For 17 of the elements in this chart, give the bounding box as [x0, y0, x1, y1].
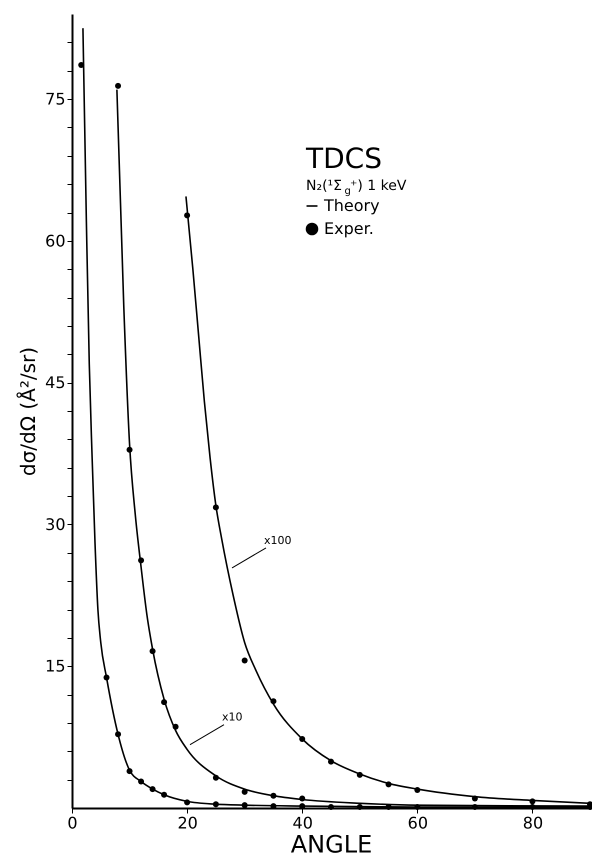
legend-label: Theory: [323, 196, 380, 215]
x-tick-label: 0: [67, 814, 78, 832]
y-tick-label: 15: [45, 656, 66, 676]
x-tick-label: 60: [408, 814, 428, 832]
text: TDCS: [305, 142, 382, 175]
annotation: x10: [222, 710, 243, 724]
y-tick-label: 60: [45, 231, 66, 250]
y-tick-label: 45: [45, 373, 66, 392]
y-tick-label: 75: [45, 90, 66, 109]
legend-label: Exper.: [324, 219, 374, 238]
x-tick-label: 20: [177, 814, 198, 832]
y-tick-label: 30: [45, 514, 66, 534]
x-tick-label: 80: [522, 814, 544, 832]
x-axis-title: ANGLE: [290, 830, 372, 857]
annotation: x100: [264, 534, 292, 547]
x-tick-label: 40: [292, 814, 313, 832]
y-axis-title: dσ/dΩ (Å²/sr): [16, 346, 40, 476]
